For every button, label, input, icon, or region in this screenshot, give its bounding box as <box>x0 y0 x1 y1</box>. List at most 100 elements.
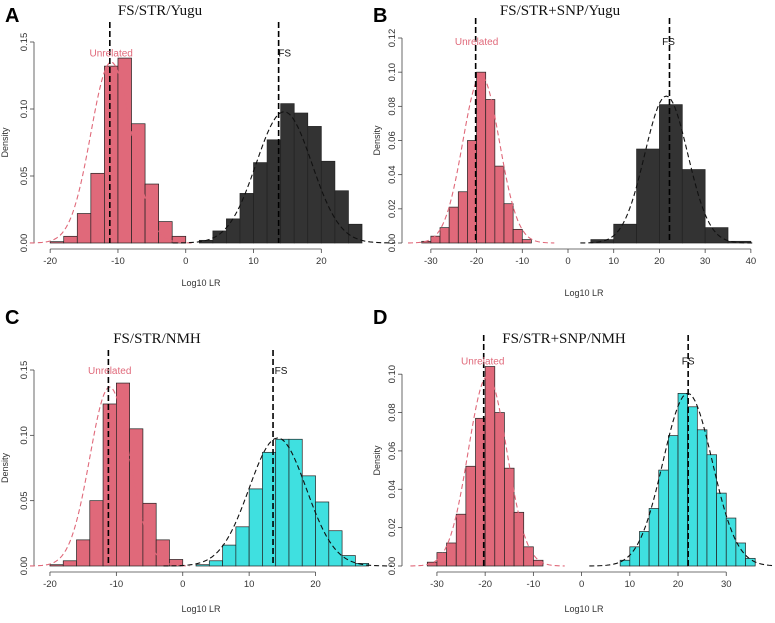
chart-panel-a: A FS/STR/Yugu 0.00 0.05 0.10 0.15 Density -20 -1… <box>0 3 396 288</box>
histogram-bar <box>512 228 523 244</box>
y-tick-label: 0.06 <box>387 442 398 461</box>
histogram-bar <box>76 213 92 244</box>
annotation-label: Unrelated <box>461 357 504 368</box>
x-tick-label: -10 <box>109 579 123 590</box>
x-tick-label: 20 <box>310 579 321 590</box>
x-tick-label: 10 <box>625 579 636 590</box>
histogram-bar <box>142 502 157 567</box>
histogram-bar <box>144 183 159 244</box>
panel-label: C <box>5 307 19 329</box>
histogram-bar <box>63 235 78 244</box>
histogram-bar <box>704 227 729 244</box>
y-tick-label: 0.12 <box>387 29 398 48</box>
x-tick-label: 30 <box>700 256 711 267</box>
panel-label: A <box>5 5 19 27</box>
histogram-bar <box>195 564 210 567</box>
x-tick-label: 10 <box>244 579 255 590</box>
series-unrelated <box>407 18 555 244</box>
x-axis-label: Log10 LR <box>181 278 221 288</box>
histogram-bar <box>484 366 496 567</box>
histogram-bar <box>320 160 336 244</box>
chart-panel-c: C FS/STR/NMH 0.00 0.05 0.10 0.15 Density -20 -10… <box>0 307 392 614</box>
x-axis-label: Log10 LR <box>564 288 604 298</box>
histogram-bar <box>158 221 173 244</box>
histogram-bar <box>328 530 343 567</box>
histogram-bar <box>348 223 363 244</box>
y-tick-label: 0.10 <box>19 100 30 119</box>
density-curve <box>580 95 753 244</box>
y-axis-label: Density <box>372 445 382 476</box>
y-tick-label: 0.02 <box>387 200 398 219</box>
histogram-bar <box>49 564 64 567</box>
histogram-bar <box>439 227 450 244</box>
histogram-bar <box>523 546 534 567</box>
panel-title: FS/STR+SNP/Yugu <box>500 3 621 19</box>
y-tick-label: 0.00 <box>387 234 398 253</box>
histogram-bar <box>465 465 476 567</box>
density-curve <box>407 74 555 244</box>
histogram-bar <box>513 511 525 567</box>
density-curve <box>163 437 392 567</box>
histogram-bar <box>648 508 660 567</box>
density-curve <box>30 386 190 567</box>
histogram-bar <box>636 148 660 244</box>
histogram-bar <box>288 438 303 567</box>
histogram-bar <box>131 123 146 244</box>
histogram-bar <box>129 428 144 567</box>
x-tick-label: -10 <box>527 579 541 590</box>
series-unrelated <box>29 22 193 244</box>
histogram-bar <box>533 559 544 567</box>
y-tick-label: 0.04 <box>387 165 398 184</box>
histogram-bar <box>171 235 187 244</box>
panel-label: B <box>373 5 387 27</box>
y-tick-label: 0.00 <box>19 557 30 576</box>
x-tick-label: -20 <box>43 256 57 267</box>
density-curve <box>29 61 193 244</box>
y-tick-label: 0.00 <box>387 557 398 576</box>
histogram-bar <box>293 112 309 244</box>
histogram-bar <box>248 488 263 567</box>
histogram-bar <box>253 162 268 244</box>
x-tick-label: -30 <box>430 579 444 590</box>
y-tick-label: 0.10 <box>19 426 30 445</box>
histogram-bar <box>155 539 170 567</box>
histogram-bar <box>725 517 737 567</box>
x-tick-label: 20 <box>673 579 684 590</box>
annotation-label: FS <box>682 357 695 368</box>
y-tick-label: 0.04 <box>387 480 398 499</box>
histogram-bar <box>341 555 356 567</box>
series-fs <box>580 18 753 244</box>
x-tick-label: 0 <box>565 256 570 267</box>
annotation-label: FS <box>275 366 288 377</box>
y-axis-label: Density <box>0 127 10 158</box>
histogram-bar <box>222 544 237 567</box>
y-tick-label: 0.15 <box>19 361 30 380</box>
histogram-bar <box>301 475 316 567</box>
y-tick-label: 0.02 <box>387 518 398 537</box>
histogram-bar <box>494 412 505 567</box>
chart-panel-d: D FS/STR+SNP/NMH 0.00 0.02 0.04 0.06 0.08 0.10 D… <box>372 307 775 614</box>
y-tick-label: 0.05 <box>19 167 30 186</box>
x-axis-label: Log10 LR <box>564 604 604 614</box>
y-tick-label: 0.10 <box>387 63 398 82</box>
panel-title: FS/STR/Yugu <box>118 3 203 19</box>
annotation-label: Unrelated <box>455 37 498 48</box>
histogram-bar <box>590 239 615 244</box>
histogram-bar <box>226 218 241 244</box>
histogram-bar <box>334 190 349 244</box>
series-fs <box>589 335 775 567</box>
series-unrelated <box>30 350 190 567</box>
histogram-bar <box>613 223 637 244</box>
x-tick-label: 40 <box>746 256 757 267</box>
histogram-bar <box>117 57 132 244</box>
series-fs <box>163 350 392 567</box>
histogram-bar <box>430 235 441 244</box>
histogram-bar <box>659 104 683 244</box>
x-tick-label: -20 <box>470 256 484 267</box>
x-tick-label: 10 <box>608 256 619 267</box>
x-tick-label: -20 <box>478 579 492 590</box>
histogram-bar <box>446 542 457 567</box>
histogram-bar <box>677 393 689 567</box>
histogram-bar <box>266 139 282 244</box>
density-curve <box>410 375 565 567</box>
